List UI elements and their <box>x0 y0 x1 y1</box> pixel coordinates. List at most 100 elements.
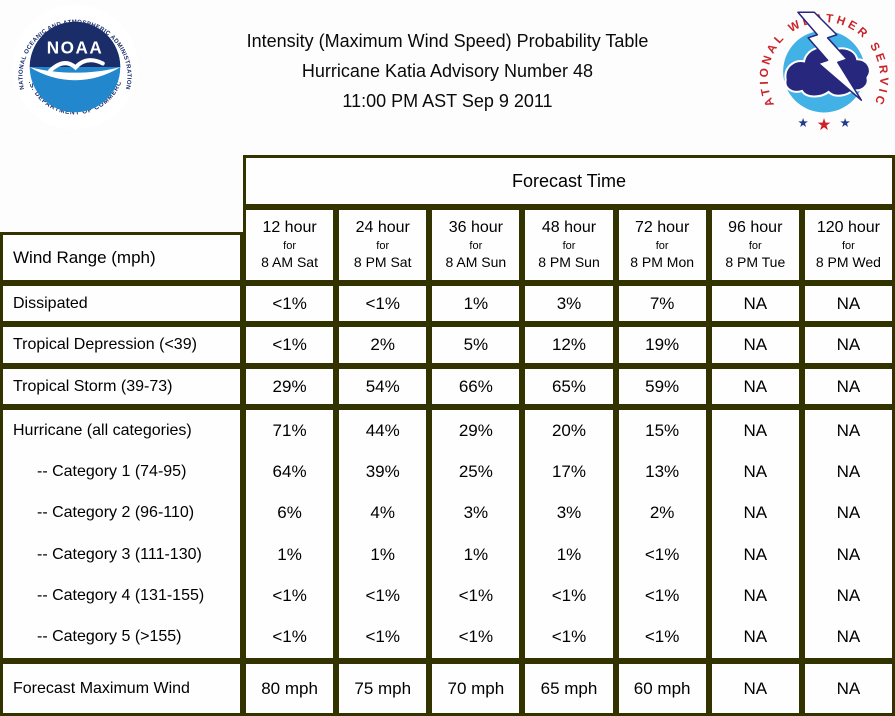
col-for: for <box>842 240 855 253</box>
row-label-category-5: -- Category 5 (>155) <box>37 628 182 646</box>
row-label-tropical-depression: Tropical Depression (<39) <box>0 324 243 366</box>
cell-value: <1% <box>644 585 680 605</box>
page-title: Intensity (Maximum Wind Speed) Probabili… <box>140 26 755 116</box>
col-header-72hr: 72 hour for 8 PM Mon <box>615 207 709 283</box>
noaa-emblem <box>29 21 121 113</box>
cell-value: NA <box>743 503 768 523</box>
cell-value: 2% <box>649 503 675 523</box>
cell-value: 1% <box>429 283 523 324</box>
cell-value: 70 mph <box>429 661 523 716</box>
wind-range-header: Wind Range (mph) <box>0 232 243 283</box>
cell-value: NA <box>836 503 861 523</box>
hurricane-block-labels: Hurricane (all categories) -- Category 1… <box>0 407 243 661</box>
cell-value: <1% <box>458 585 494 605</box>
title-line-1: Intensity (Maximum Wind Speed) Probabili… <box>246 31 649 51</box>
forecast-time-header: Forecast Time <box>243 155 895 207</box>
cell-value: 1% <box>556 544 582 564</box>
cell-value: 39% <box>365 461 400 481</box>
col-header-48hr: 48 hour for 8 PM Sun <box>522 207 616 283</box>
cell-value: 19% <box>615 324 709 366</box>
col-header-96hr: 96 hour for 8 PM Tue <box>708 207 802 283</box>
cell-value: NA <box>801 366 895 407</box>
noaa-logo: NATIONAL OCEANIC AND ATMOSPHERIC ADMINIS… <box>12 4 138 130</box>
hurricane-block-col-72hr: 15% 13% 2% <1% <1% <1% <box>615 407 709 661</box>
cell-value: 65 mph <box>522 661 616 716</box>
col-header-36hr: 36 hour for 8 AM Sun <box>429 207 523 283</box>
cell-value: NA <box>836 461 861 481</box>
cell-value: NA <box>801 283 895 324</box>
cell-value: 25% <box>458 461 493 481</box>
cell-value: 7% <box>615 283 709 324</box>
probability-table: Forecast Time 12 hour for 8 AM Sat 24 ho… <box>0 155 895 716</box>
row-label-category-1: -- Category 1 (74-95) <box>37 462 187 480</box>
cell-value: 4% <box>370 503 395 523</box>
col-hour: 120 hour <box>816 219 880 237</box>
hurricane-block-col-24hr: 44% 39% 4% 1% <1% <1% <box>336 407 430 661</box>
col-for: for <box>748 240 762 253</box>
cell-value: 44% <box>365 420 400 440</box>
cell-value: NA <box>708 366 802 407</box>
cell-value: 29% <box>243 366 337 407</box>
cell-value: <1% <box>272 627 307 647</box>
cell-value: <1% <box>644 544 680 564</box>
cell-value: NA <box>708 283 802 324</box>
title-line-2: Hurricane Katia Advisory Number 48 <box>301 61 594 81</box>
col-hour: 72 hour <box>635 219 690 237</box>
cell-value: NA <box>743 420 768 440</box>
cell-value: 71% <box>272 420 307 440</box>
cell-value: 17% <box>551 461 586 481</box>
cell-value: 15% <box>645 420 680 440</box>
cell-value: 20% <box>551 420 586 440</box>
col-hour: 36 hour <box>448 219 503 237</box>
col-for: for <box>376 240 390 253</box>
col-hour: 24 hour <box>355 219 410 237</box>
cell-value: 3% <box>556 503 582 523</box>
col-hour: 48 hour <box>541 219 597 237</box>
row-label-tropical-storm: Tropical Storm (39-73) <box>0 366 243 407</box>
col-for: for <box>562 240 576 253</box>
col-for: for <box>469 240 483 253</box>
nws-logo: NATIONAL WEATHER SERVICE ★ ★ ★ <box>755 0 887 134</box>
col-hour: 12 hour <box>262 219 317 237</box>
cell-value: NA <box>836 585 861 605</box>
cell-value: 66% <box>429 366 523 407</box>
title-line-3: 11:00 PM AST Sep 9 2011 <box>342 91 553 111</box>
cell-value: NA <box>743 627 768 647</box>
cell-value: NA <box>801 661 895 716</box>
header: NATIONAL OCEANIC AND ATMOSPHERIC ADMINIS… <box>0 0 895 155</box>
cell-value: 3% <box>463 503 489 523</box>
col-valid: 8 PM Sun <box>538 254 600 271</box>
cell-value: 12% <box>522 324 616 366</box>
cell-value: <1% <box>272 585 307 605</box>
row-label-category-3: -- Category 3 (111-130) <box>37 545 202 563</box>
cell-value: 5% <box>429 324 523 366</box>
cell-value: NA <box>708 324 802 366</box>
cell-value: 80 mph <box>243 661 337 716</box>
col-header-12hr: 12 hour for 8 AM Sat <box>243 207 337 283</box>
cell-value: 65% <box>522 366 616 407</box>
hurricane-block-col-48hr: 20% 17% 3% 1% <1% <1% <box>522 407 616 661</box>
col-header-24hr: 24 hour for 8 PM Sat <box>336 207 430 283</box>
cell-value: 2% <box>336 324 430 366</box>
col-hour: 96 hour <box>728 219 783 237</box>
cell-value: 64% <box>272 461 307 481</box>
cell-value: NA <box>743 544 768 564</box>
hurricane-block-col-96hr: NA NA NA NA NA NA <box>708 407 802 661</box>
hurricane-block-col-36hr: 29% 25% 3% 1% <1% <1% <box>429 407 523 661</box>
cell-value: 1% <box>277 544 302 564</box>
cell-value: <1% <box>458 627 494 647</box>
col-valid: 8 PM Sat <box>353 254 412 271</box>
cell-value: 59% <box>615 366 709 407</box>
col-valid: 8 AM Sun <box>445 254 507 271</box>
cell-value: NA <box>743 461 768 481</box>
cell-value: 60 mph <box>615 661 709 716</box>
nws-star-left-icon: ★ <box>798 116 809 130</box>
cell-value: <1% <box>243 324 337 366</box>
noaa-wordmark: NOAA <box>47 37 103 57</box>
cell-value: <1% <box>243 283 337 324</box>
nws-lightning-icon <box>797 11 863 101</box>
row-label-category-2: -- Category 2 (96-110) <box>37 504 195 522</box>
cell-value: 6% <box>277 503 302 523</box>
col-valid: 8 PM Tue <box>725 254 786 271</box>
